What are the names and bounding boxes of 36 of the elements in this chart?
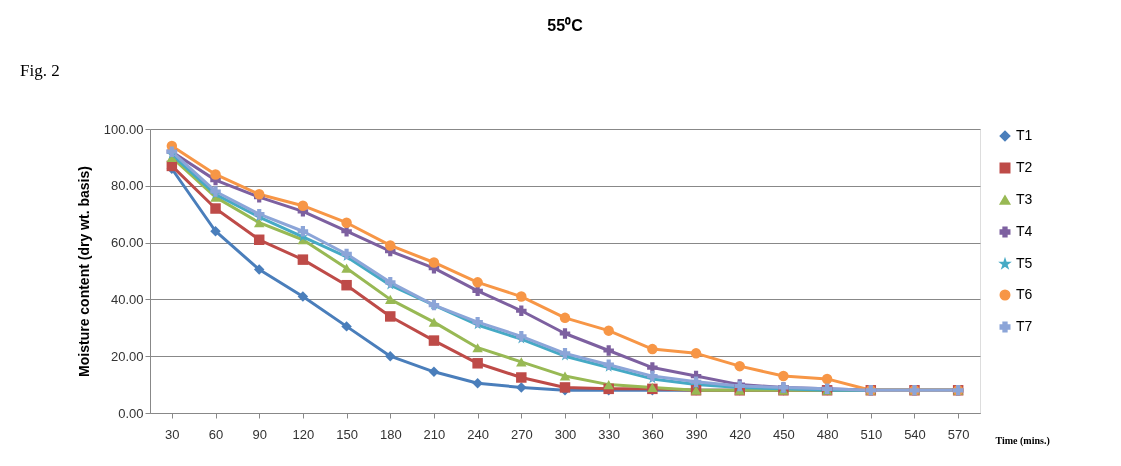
y-tick-label: 20.00	[110, 348, 144, 364]
x-tick-label: 450	[773, 426, 795, 442]
x-tick-label: 570	[947, 426, 970, 442]
x-tick-label: 420	[729, 426, 752, 442]
y-tick-label: 100.00	[103, 121, 144, 137]
x-tick-label: 390	[685, 426, 708, 442]
x-tick-label: 150	[336, 426, 358, 442]
x-axis-title: Time (mins.)	[995, 434, 1050, 447]
legend-label: T3	[1016, 191, 1033, 207]
x-tick-label: 360	[642, 426, 664, 442]
x-tick-label: 180	[379, 426, 402, 442]
legend-label: T7	[1016, 318, 1033, 334]
x-tick-label: 120	[292, 426, 315, 442]
y-tick-label: 60.00	[110, 235, 144, 251]
x-tick-label: 510	[860, 426, 883, 442]
y-tick-label: 40.00	[110, 291, 144, 307]
legend-label: T4	[1016, 223, 1033, 239]
x-tick-label: 300	[554, 426, 577, 442]
legend-label: T1	[1016, 127, 1033, 143]
x-tick-label: 60	[208, 426, 224, 442]
y-tick-label: 0.00	[118, 405, 144, 421]
legend-label: T2	[1016, 159, 1033, 175]
x-tick-label: 270	[510, 426, 533, 442]
x-tick-label: 30	[165, 426, 180, 442]
x-tick-label: 330	[598, 426, 621, 442]
caption: Fig. 2	[20, 61, 60, 80]
y-tick-label: 80.00	[110, 178, 144, 194]
y-axis-title: Moisture content (dry wt. basis)	[75, 166, 92, 377]
chart-title: 55⁰C	[547, 17, 584, 34]
x-tick-label: 240	[467, 426, 489, 442]
x-tick-label: 210	[423, 426, 446, 442]
legend-label: T5	[1016, 255, 1033, 271]
x-tick-label: 480	[816, 426, 839, 442]
legend-label: T6	[1016, 286, 1033, 302]
x-tick-label: 540	[904, 426, 926, 442]
x-tick-label: 90	[252, 426, 267, 442]
